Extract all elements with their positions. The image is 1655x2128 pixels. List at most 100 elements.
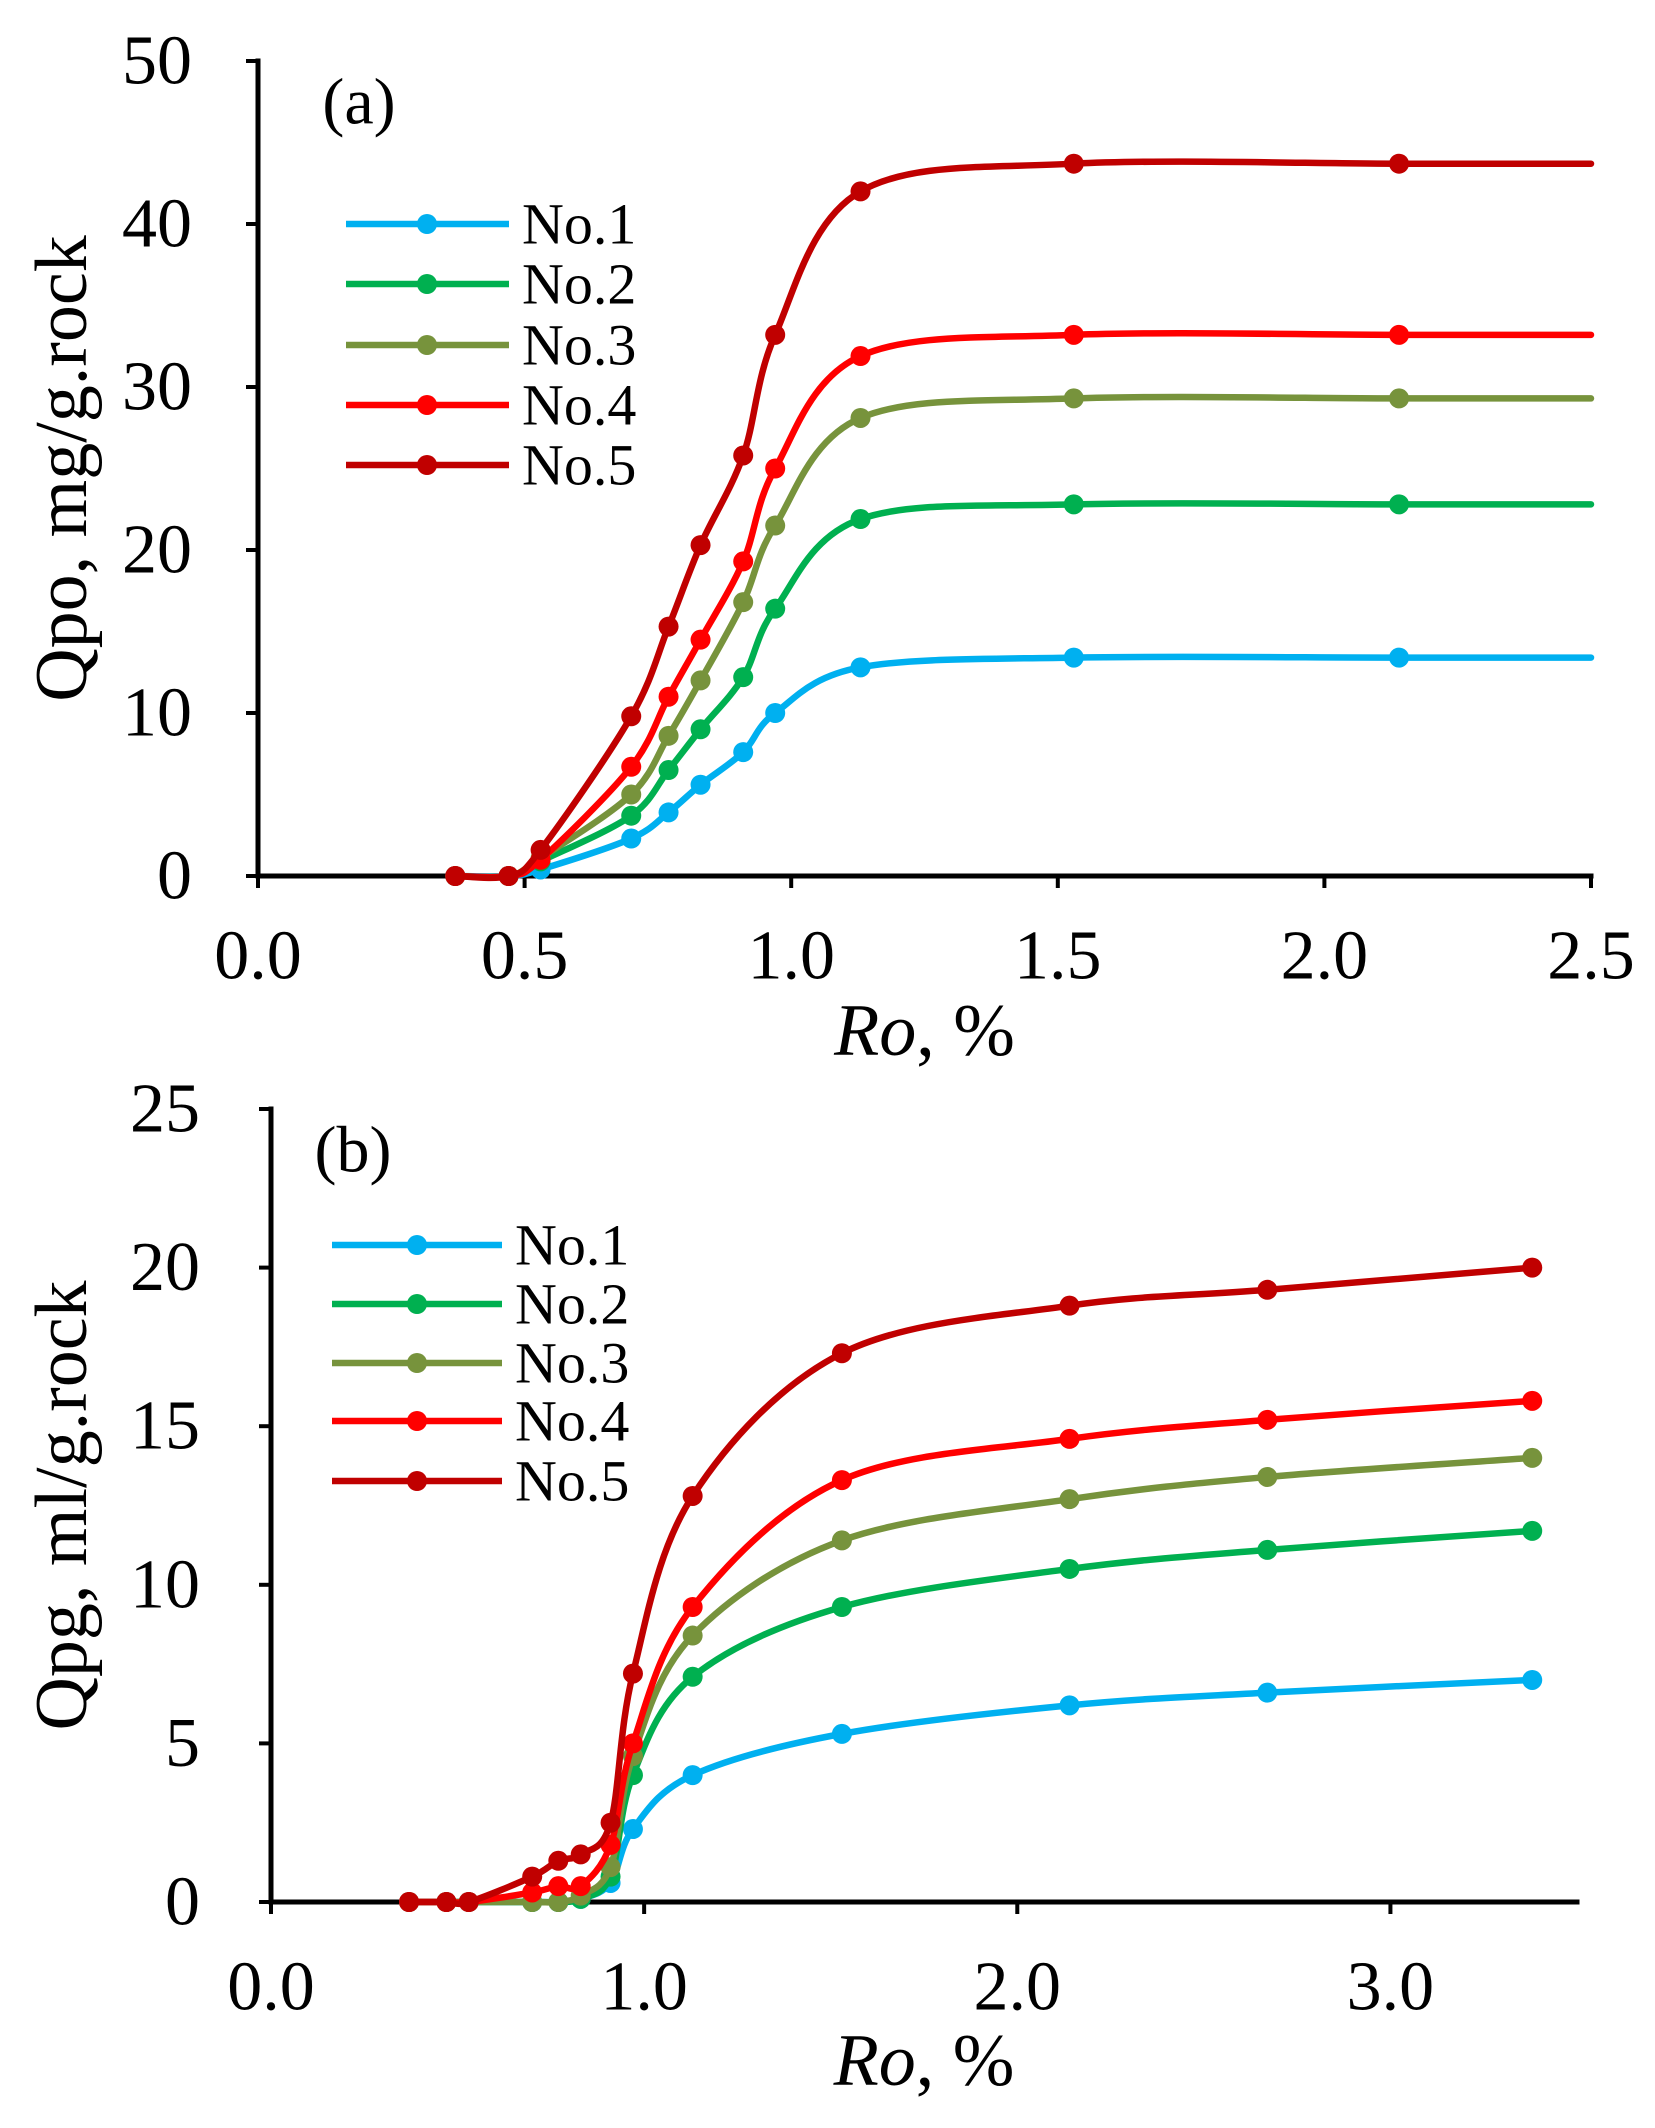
legend: No.1No.2No.3No.4No.5	[332, 1213, 629, 1514]
y-tick-label: 30	[122, 349, 192, 426]
legend-entry-no-3: No.3	[332, 1331, 629, 1396]
legend-label: No.1	[522, 192, 636, 257]
x-axis-title-variable: Ro	[833, 2020, 916, 2102]
x-axis-title-unit: , %	[916, 990, 1015, 1072]
data-point-no-3	[765, 515, 786, 536]
x-tick-label: 0.5	[481, 918, 569, 995]
data-point-no-4	[658, 686, 679, 707]
data-point-no-5	[522, 1866, 543, 1887]
legend-swatch-marker	[417, 214, 437, 234]
data-point-no-4	[522, 1882, 543, 1903]
data-point-no-2	[831, 1597, 852, 1618]
y-axis-title: Qpg, ml/g.rock	[21, 1280, 103, 1730]
x-tick-label: 1.0	[747, 918, 835, 995]
data-point-no-3	[658, 725, 679, 746]
data-point-no-3	[682, 1625, 703, 1646]
panel-a-chart: 0 10 20 30 40 50 0.0 0.5 1.0 1.5 2.0 2.5 Ro, % Qpo, m…	[21, 23, 1635, 1073]
legend-swatch-marker	[417, 455, 437, 475]
data-point-no-4	[622, 1733, 643, 1754]
data-point-no-5	[1059, 1295, 1080, 1316]
data-point-no-4	[1063, 324, 1084, 345]
y-tick-label: 15	[130, 1388, 200, 1465]
data-point-no-3	[831, 1530, 852, 1551]
legend-entry-no-4: No.4	[332, 1389, 629, 1454]
x-tick-label: 0.0	[214, 918, 302, 995]
series-line-no-3	[405, 1454, 1536, 1906]
y-tick-label: 0	[165, 1864, 200, 1941]
y-tick-label: 40	[122, 186, 192, 263]
data-point-no-4	[850, 346, 871, 367]
legend-label: No.1	[515, 1213, 629, 1278]
data-point-no-4	[1522, 1390, 1543, 1411]
data-point-no-4	[548, 1876, 569, 1897]
data-point-no-5	[621, 706, 642, 727]
legend-label: No.4	[522, 373, 636, 438]
legend-swatch-marker	[407, 1411, 427, 1431]
data-point-no-3	[733, 592, 754, 613]
data-point-no-4	[1059, 1428, 1080, 1449]
data-point-no-5	[498, 866, 519, 886]
legend-entry-no-2: No.2	[332, 1272, 629, 1337]
data-point-no-5	[1257, 1279, 1278, 1300]
legend-swatch-marker	[417, 274, 437, 294]
data-point-no-4	[621, 756, 642, 777]
data-point-no-1	[1257, 1682, 1278, 1703]
data-point-no-5	[445, 866, 466, 886]
legend-entry-no-1: No.1	[346, 192, 636, 257]
x-tick-label: 2.0	[1281, 918, 1369, 995]
legend-label: No.4	[515, 1389, 629, 1454]
x-tick-label: 3.0	[1347, 1949, 1435, 2026]
data-point-no-4	[1389, 324, 1410, 345]
data-point-no-1	[682, 1765, 703, 1786]
data-point-no-5	[1063, 153, 1084, 174]
series-line-no-5	[405, 1264, 1536, 1908]
data-point-no-2	[850, 509, 871, 530]
y-tick-label: 50	[122, 23, 192, 100]
data-point-no-4	[690, 629, 711, 650]
data-point-no-5	[682, 1485, 703, 1506]
legend-swatch-marker	[407, 1471, 427, 1491]
series-no-2	[445, 494, 1595, 886]
legend-entry-no-5: No.5	[332, 1449, 629, 1514]
legend-swatch-marker	[407, 1353, 427, 1373]
legend-entry-no-2: No.2	[346, 252, 636, 317]
panel-label: (a)	[322, 66, 395, 139]
data-point-no-2	[733, 667, 754, 688]
data-point-no-3	[1059, 1489, 1080, 1510]
legend-label: No.2	[522, 252, 636, 317]
y-tick-label: 25	[130, 1071, 200, 1148]
legend-label: No.5	[515, 1449, 629, 1514]
legend-swatch-marker	[407, 1235, 427, 1255]
legend-label: No.3	[522, 313, 636, 378]
x-axis-title-variable: Ro	[833, 990, 916, 1072]
data-point-no-4	[733, 551, 754, 572]
data-point-no-2	[1257, 1539, 1278, 1560]
legend-entry-no-5: No.5	[346, 433, 636, 498]
data-point-no-2	[765, 598, 786, 619]
data-point-no-2	[658, 760, 679, 781]
data-point-no-1	[850, 657, 871, 678]
data-point-no-3	[548, 1892, 569, 1912]
series-line-no-3	[452, 393, 1595, 881]
series-line-no-2	[452, 500, 1595, 881]
data-point-no-1	[765, 703, 786, 723]
data-point-no-5	[1522, 1257, 1543, 1278]
x-tick-label: 0.0	[227, 1949, 315, 2026]
data-point-no-5	[658, 616, 679, 637]
data-point-no-3	[690, 670, 711, 691]
data-point-no-1	[1059, 1695, 1080, 1716]
series-line-no-4	[405, 1397, 1536, 1906]
series-no-5	[399, 1257, 1543, 1912]
data-point-no-4	[765, 458, 786, 479]
y-tick-label: 0	[157, 838, 192, 915]
x-tick-label: 1.5	[1014, 918, 1102, 995]
y-tick-label: 20	[122, 512, 192, 589]
x-tick-label: 1.0	[600, 1949, 688, 2026]
panel-label: (b)	[315, 1114, 392, 1187]
data-point-no-3	[1063, 388, 1084, 409]
series-line-no-4	[452, 330, 1595, 881]
data-point-no-5	[548, 1850, 569, 1871]
data-point-no-5	[690, 535, 711, 556]
x-axis-title-unit: , %	[916, 2020, 1015, 2102]
